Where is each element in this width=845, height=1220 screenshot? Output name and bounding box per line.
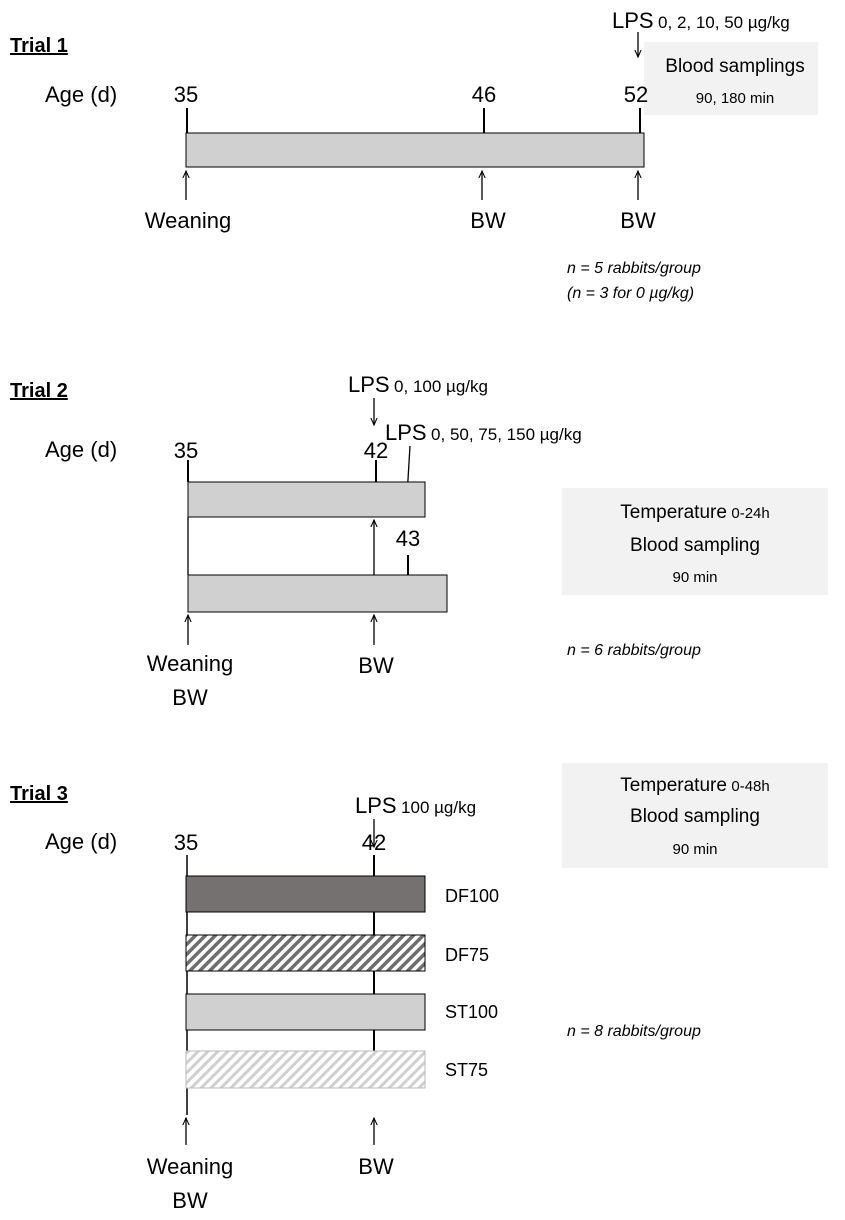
box-text: 90, 180 min — [696, 90, 774, 107]
group-label: ST100 — [445, 1002, 498, 1022]
lps-label: LPS 0, 2, 10, 50 µg/kg — [612, 8, 790, 33]
note: n = 8 rabbits/group — [567, 1023, 701, 1040]
event-label: BW — [172, 685, 208, 710]
group-bar — [185, 875, 426, 913]
trial-2: Trial 2 LPS 0, 100 µg/kg LPS 0, 50, 75, … — [10, 372, 828, 710]
event-label: BW — [172, 1188, 208, 1213]
age-tick: 52 — [624, 82, 648, 107]
group-label: ST75 — [445, 1060, 488, 1080]
note: (n = 3 for 0 µg/kg) — [567, 285, 694, 302]
age-tick: 42 — [362, 830, 386, 855]
lps-label: LPS 100 µg/kg — [355, 793, 476, 818]
event-label: BW — [358, 1154, 394, 1179]
box-text: Blood sampling — [630, 535, 760, 556]
box-text: 90 min — [672, 569, 717, 586]
box-text: Blood sampling — [630, 806, 760, 827]
note: n = 5 rabbits/group — [567, 260, 701, 277]
period-bar — [187, 481, 426, 518]
box-text: Temperature 0-24h — [620, 502, 770, 523]
box-text: Temperature 0-48h — [620, 775, 770, 796]
box-text: Blood samplings — [665, 56, 804, 77]
event-label: BW — [358, 653, 394, 678]
trial-title: Trial 1 — [10, 35, 68, 57]
age-tick: 35 — [174, 438, 198, 463]
group-label: DF100 — [445, 886, 499, 906]
period-bar — [185, 132, 645, 168]
trial-3: Trial 3 LPS 100 µg/kg Age (d) 35 42 DF10… — [10, 763, 828, 1213]
group-label: DF75 — [445, 945, 489, 965]
box-text: 90 min — [672, 841, 717, 858]
info-box — [562, 763, 828, 868]
trial-title: Trial 3 — [10, 783, 68, 805]
trial-1: Trial 1 LPS 0, 2, 10, 50 µg/kg Blood sam… — [10, 8, 818, 302]
age-tick: 35 — [174, 82, 198, 107]
group-bar — [185, 1050, 426, 1089]
event-label: Weaning — [147, 651, 233, 676]
age-tick: 42 — [364, 438, 388, 463]
age-tick: 43 — [396, 526, 420, 551]
event-label: BW — [470, 208, 506, 233]
group-bar — [185, 993, 426, 1031]
event-label: Weaning — [145, 208, 231, 233]
period-bar — [187, 574, 448, 613]
note: n = 6 rabbits/group — [567, 642, 701, 659]
age-tick: 46 — [472, 82, 496, 107]
age-label: Age (d) — [45, 82, 117, 107]
trial-title: Trial 2 — [10, 380, 68, 402]
event-label: Weaning — [147, 1154, 233, 1179]
info-box — [644, 42, 818, 115]
age-label: Age (d) — [45, 437, 117, 462]
lps-label: LPS 0, 50, 75, 150 µg/kg — [385, 420, 582, 445]
event-label: BW — [620, 208, 656, 233]
age-label: Age (d) — [45, 829, 117, 854]
group-bar — [185, 934, 426, 972]
age-tick: 35 — [174, 830, 198, 855]
info-box — [562, 488, 828, 595]
lps-label: LPS 0, 100 µg/kg — [348, 372, 488, 397]
